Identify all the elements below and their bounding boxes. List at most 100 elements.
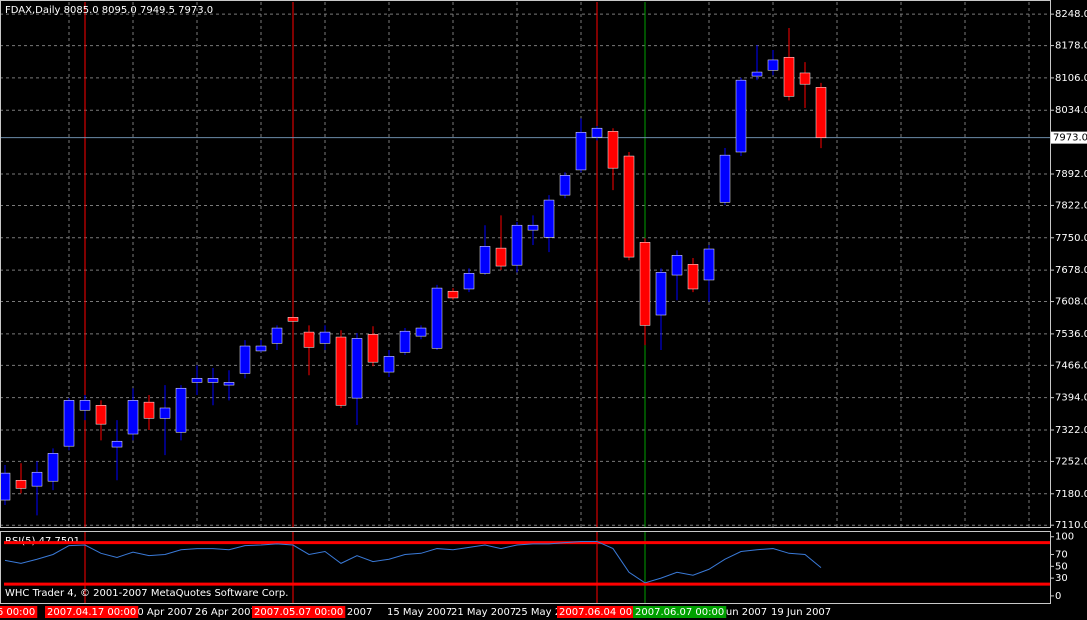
candle-body xyxy=(607,131,619,169)
candle-body xyxy=(271,327,283,344)
candle-body xyxy=(191,378,203,383)
candle-body xyxy=(223,382,235,386)
candle-body xyxy=(639,242,651,326)
period-marker-label: 2007.06.04 00:00 xyxy=(557,606,651,618)
y-tick-label: 7608.0 xyxy=(1055,297,1087,308)
period-marker-text: 2007.06.07 00:00 xyxy=(635,607,724,618)
candle-body xyxy=(15,480,27,489)
rsi-tick-label: 50 xyxy=(1055,561,1068,572)
y-tick-label: 7678.0 xyxy=(1055,265,1087,276)
period-marker-box xyxy=(45,606,139,618)
period-marker-box xyxy=(557,606,651,618)
rsi-line xyxy=(4,540,822,584)
rsi-tick-label: 70 xyxy=(1055,549,1068,560)
x-tick-label: 25 May 2 xyxy=(515,607,561,618)
candle-body xyxy=(287,317,299,322)
candle-body xyxy=(783,56,795,97)
candle-body xyxy=(351,338,363,399)
y-tick-label: 7536.0 xyxy=(1055,329,1087,340)
candle-body xyxy=(703,248,715,281)
candle-body xyxy=(447,290,459,299)
x-tick-label: 15 May 2007 xyxy=(387,607,452,618)
y-tick-label: 7822.0 xyxy=(1055,200,1087,211)
last-price-box xyxy=(1051,131,1087,144)
candle-body xyxy=(47,453,59,482)
candle-body xyxy=(479,246,491,274)
candle-body xyxy=(463,273,475,290)
grid-layer xyxy=(0,2,1050,603)
period-marker-label: 2007.05.07 00:00 xyxy=(252,606,346,618)
y-tick-label: 7110.0 xyxy=(1055,520,1087,531)
candle-body xyxy=(303,331,315,348)
plot-layer xyxy=(0,28,827,516)
period-marker-text: 2007.06.04 00:00 xyxy=(559,607,648,618)
candle-body xyxy=(159,407,171,419)
candle-body xyxy=(559,175,571,196)
y-tick-label: 8106.0 xyxy=(1055,73,1087,84)
period-marker-text: 2007.04.17 00:00 xyxy=(47,607,136,618)
rsi-tick-label: 100 xyxy=(1055,532,1074,543)
candle-body xyxy=(239,345,251,374)
candle-body xyxy=(95,405,107,425)
main-frame xyxy=(0,0,1051,528)
candle-body xyxy=(319,331,331,344)
rsi-tick-label: 0 xyxy=(1055,591,1061,602)
candle-body xyxy=(431,287,443,349)
candle-body xyxy=(719,154,731,203)
period-marker-label: 2007.06.07 00:00 xyxy=(633,606,727,618)
candle-body xyxy=(495,247,507,267)
y-tick-label: 7180.0 xyxy=(1055,489,1087,500)
x-tick-label: 26 Apr 2007 xyxy=(195,607,257,618)
candle-body xyxy=(31,471,43,487)
x-tick-label: 21 May 2007 xyxy=(451,607,516,618)
candle-body xyxy=(207,378,219,383)
candle-body xyxy=(671,255,683,276)
period-marker-label: 2007.04.17 00:00 xyxy=(45,606,139,618)
y-tick-label: 7892.0 xyxy=(1055,169,1087,180)
candle-body xyxy=(415,327,427,337)
period-marker-box xyxy=(633,606,727,618)
x-tick-label: May 2007 xyxy=(323,607,372,618)
candle-body xyxy=(687,264,699,290)
candle-body xyxy=(335,336,347,406)
period-marker-text: 2007.04.16 00:00 xyxy=(0,607,35,618)
candle-body xyxy=(815,87,827,138)
candle-body xyxy=(367,334,379,363)
candle-body xyxy=(175,387,187,433)
candle-body xyxy=(623,155,635,258)
y-tick-label: 7322.0 xyxy=(1055,425,1087,436)
candle-body xyxy=(511,224,523,266)
period-marker-box xyxy=(0,606,38,618)
y-tick-label: 7252.0 xyxy=(1055,456,1087,467)
chart-title: FDAX,Daily 8085.0 8095.0 7949.5 7973.0 xyxy=(5,5,213,16)
candle-body xyxy=(575,131,587,171)
candle-body xyxy=(655,272,667,316)
y-tick-label: 7466.0 xyxy=(1055,360,1087,371)
x-tick-label: 20 Apr 2007 xyxy=(131,607,193,618)
period-marker-label: 2007.04.16 00:00 xyxy=(0,606,38,618)
y-tick-label: 8178.0 xyxy=(1055,41,1087,52)
candle-body xyxy=(751,71,763,77)
y-tick-label: 7394.0 xyxy=(1055,393,1087,404)
candle-body xyxy=(767,59,779,71)
candle-body xyxy=(543,199,555,238)
candle-body xyxy=(0,472,11,501)
candle-body xyxy=(527,224,539,231)
candle-body xyxy=(383,356,395,373)
candle-body xyxy=(735,79,747,153)
candle-body xyxy=(127,400,139,435)
candle-body xyxy=(111,440,123,448)
y-tick-label: 7750.0 xyxy=(1055,233,1087,244)
rsi-tick-label: 30 xyxy=(1055,573,1068,584)
y-tick-label: 8248.0 xyxy=(1055,9,1087,20)
candle-body xyxy=(143,401,155,419)
period-marker-box xyxy=(252,606,346,618)
candle-body xyxy=(63,400,75,447)
candle-body xyxy=(79,400,91,411)
rsi-frame xyxy=(0,531,1051,604)
candle-body xyxy=(399,330,411,353)
footer: WHC Trader 4, © 2001-2007 MetaQuotes Sof… xyxy=(5,588,288,599)
y-tick-label: 8034.0 xyxy=(1055,105,1087,116)
